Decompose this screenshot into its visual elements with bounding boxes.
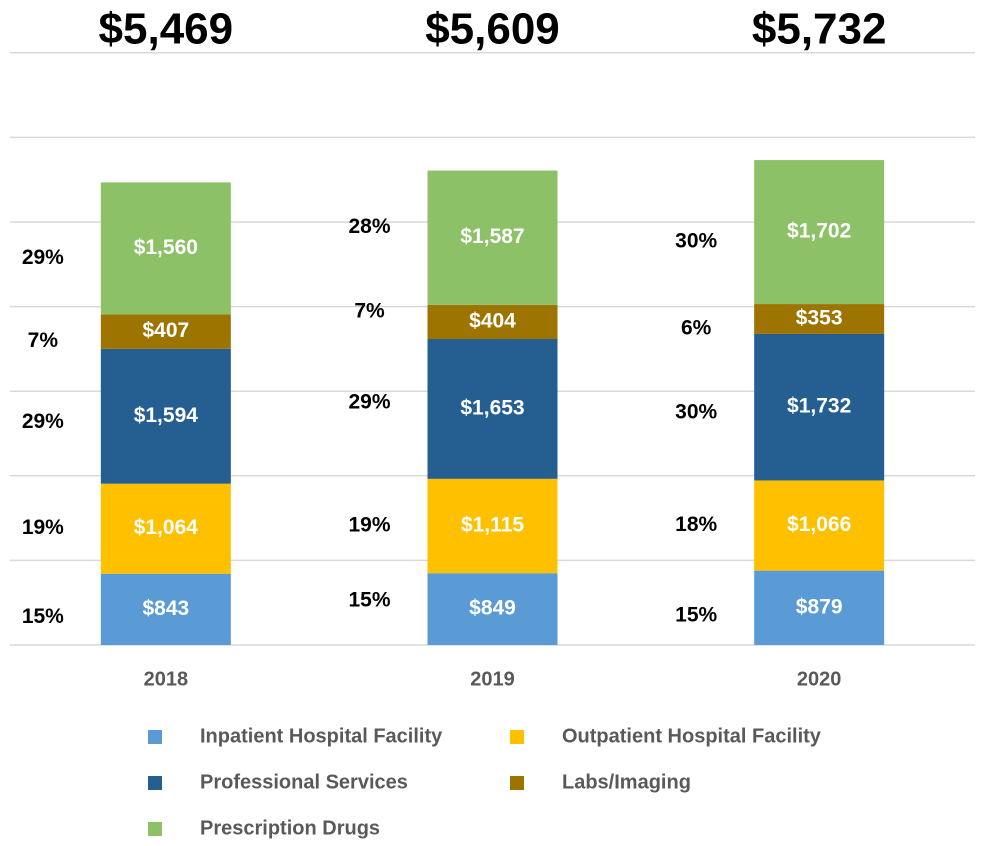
share-label: 18% — [675, 513, 717, 536]
legend-swatch — [148, 776, 162, 790]
share-label: 15% — [348, 589, 390, 612]
share-label: 19% — [22, 516, 64, 539]
bar-segment — [754, 304, 885, 334]
value-label: $1,594 — [134, 404, 199, 427]
legend-label: Prescription Drugs — [200, 817, 380, 839]
bar-segment — [100, 573, 231, 645]
total-label: $5,732 — [752, 5, 887, 54]
legend-swatch — [148, 730, 162, 744]
share-label: 19% — [348, 514, 390, 537]
share-label: 15% — [22, 605, 64, 628]
bar-segment — [754, 570, 885, 645]
x-tick-label: 2018 — [144, 668, 189, 690]
bar-segment — [754, 333, 885, 481]
value-label: $1,653 — [460, 396, 524, 419]
share-label: 30% — [675, 401, 717, 424]
value-label: $1,064 — [134, 516, 199, 539]
bar-segment — [754, 480, 885, 571]
value-label: $849 — [469, 597, 516, 620]
bar-segment — [754, 160, 885, 305]
share-label: 29% — [22, 246, 64, 269]
share-label: 7% — [354, 299, 385, 322]
x-tick-label: 2020 — [797, 668, 842, 690]
share-label: 29% — [22, 410, 64, 433]
bar-segment — [100, 182, 231, 315]
share-label: 6% — [681, 317, 712, 340]
total-label: $5,609 — [425, 5, 560, 54]
legend-swatch — [148, 822, 162, 836]
legend-label: Professional Services — [200, 771, 408, 793]
value-label: $353 — [796, 307, 843, 330]
value-label: $1,560 — [134, 236, 198, 259]
legend-label: Inpatient Hospital Facility — [200, 725, 443, 747]
share-label: 30% — [675, 230, 717, 253]
bar-segment — [100, 314, 231, 349]
share-label: 15% — [675, 603, 717, 626]
value-label: $1,732 — [787, 395, 851, 418]
share-label: 7% — [28, 329, 59, 352]
bar-segment — [427, 478, 558, 574]
share-label: 29% — [348, 390, 390, 413]
value-label: $404 — [469, 309, 516, 332]
share-label: 28% — [348, 215, 390, 238]
bar-segment — [100, 348, 231, 484]
bar-segment — [100, 483, 231, 574]
bar-segment — [427, 573, 558, 645]
value-label: $1,115 — [461, 514, 524, 537]
bar-segment — [427, 339, 558, 479]
legend-swatch — [510, 776, 524, 790]
value-label: $1,702 — [787, 220, 851, 243]
value-label: $407 — [142, 319, 189, 342]
legend-label: Outpatient Hospital Facility — [562, 725, 822, 747]
bar-segment — [427, 304, 558, 340]
legend-swatch — [510, 730, 524, 744]
value-label: $1,066 — [787, 513, 851, 536]
x-tick-label: 2019 — [470, 668, 515, 690]
bar-segment — [427, 170, 558, 305]
total-label: $5,469 — [99, 5, 234, 54]
value-label: $843 — [142, 597, 189, 620]
legend-label: Labs/Imaging — [562, 771, 691, 793]
value-label: $1,587 — [460, 225, 524, 248]
value-label: $879 — [796, 595, 843, 618]
